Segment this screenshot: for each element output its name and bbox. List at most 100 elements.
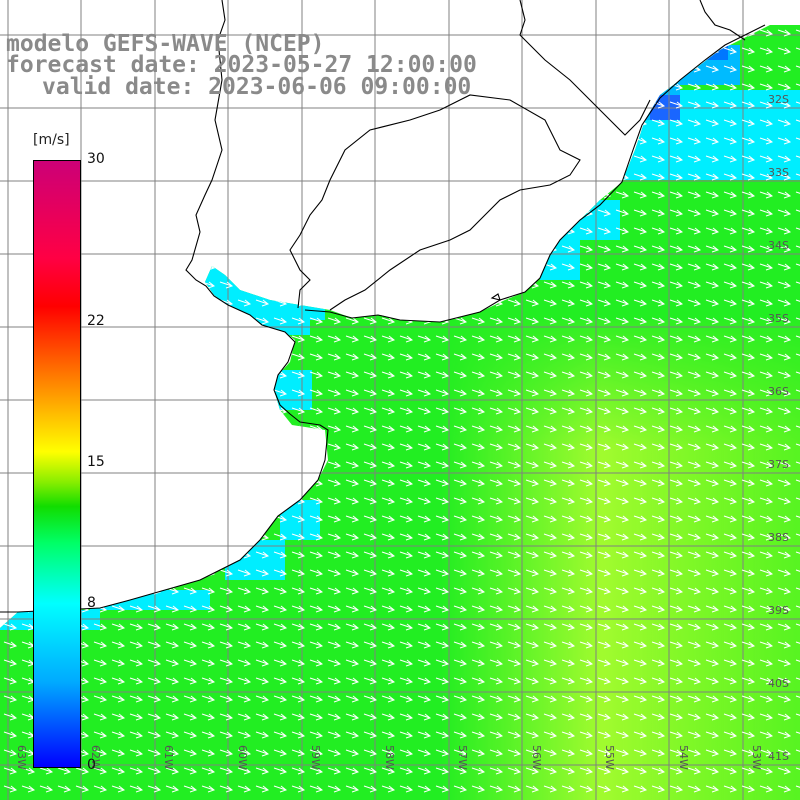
wind-arrow — [615, 497, 630, 505]
wind-arrow — [579, 641, 594, 649]
wind-arrow — [795, 461, 800, 469]
wind-arrow — [111, 785, 126, 793]
wind-arrow — [453, 569, 468, 577]
wind-arrow — [309, 551, 324, 559]
wind-arrow — [687, 407, 702, 415]
wind-arrow — [579, 785, 594, 793]
wind-arrow — [255, 767, 270, 775]
wind-arrow — [615, 551, 630, 559]
wind-arrow — [615, 227, 630, 235]
wind-arrow — [597, 353, 612, 361]
wind-arrow — [723, 605, 738, 613]
wind-arrow — [165, 641, 180, 649]
wind-arrow — [417, 461, 432, 469]
wind-arrow — [471, 353, 486, 361]
wind-arrow — [219, 731, 234, 739]
wind-arrow — [489, 569, 504, 577]
wind-arrow — [579, 371, 594, 379]
wind-arrow — [723, 191, 738, 199]
wind-arrow — [795, 659, 800, 667]
wind-arrow — [417, 623, 432, 631]
wind-arrow — [165, 749, 180, 757]
wind-arrow — [237, 767, 252, 775]
wind-arrow — [777, 695, 792, 703]
wind-arrow — [759, 47, 774, 55]
wind-arrow — [435, 335, 450, 343]
wind-arrow — [723, 65, 738, 73]
wind-arrow — [741, 587, 756, 595]
wind-arrow — [759, 569, 774, 577]
wind-arrow — [273, 317, 288, 325]
wind-arrow — [543, 641, 558, 649]
wind-arrow — [777, 281, 792, 289]
wind-arrow — [759, 299, 774, 307]
wind-arrow — [489, 713, 504, 721]
wind-arrow — [291, 767, 306, 775]
wind-arrow — [561, 335, 576, 343]
wind-arrow — [795, 479, 800, 487]
wind-arrow — [561, 479, 576, 487]
wind-arrow — [795, 65, 800, 73]
wind-arrow — [561, 569, 576, 577]
wind-arrow — [417, 641, 432, 649]
wind-arrow — [291, 515, 306, 523]
wind-arrow — [273, 713, 288, 721]
wind-arrow — [705, 497, 720, 505]
wind-arrow — [363, 767, 378, 775]
wind-arrow — [687, 641, 702, 649]
wind-arrow — [633, 695, 648, 703]
wind-arrow — [795, 29, 800, 37]
wind-arrow — [3, 749, 18, 757]
wind-arrow — [651, 515, 666, 523]
wind-arrow — [39, 785, 54, 793]
wind-arrow — [471, 425, 486, 433]
wind-arrow — [327, 479, 342, 487]
wind-arrow — [129, 695, 144, 703]
wind-arrow — [579, 443, 594, 451]
wind-arrow — [615, 443, 630, 451]
wind-arrow — [489, 515, 504, 523]
wind-arrow — [183, 767, 198, 775]
wind-arrow — [615, 407, 630, 415]
wind-arrow — [435, 749, 450, 757]
wind-arrow — [363, 335, 378, 343]
wind-arrow — [651, 353, 666, 361]
wind-arrow — [597, 569, 612, 577]
wind-arrow — [219, 695, 234, 703]
wind-arrow — [669, 335, 684, 343]
wind-arrow — [381, 749, 396, 757]
wind-arrow — [633, 407, 648, 415]
wind-arrow — [651, 389, 666, 397]
wind-arrow — [525, 515, 540, 523]
wind-arrow — [183, 659, 198, 667]
wind-arrow — [795, 281, 800, 289]
wind-arrow — [381, 569, 396, 577]
wind-arrow — [201, 749, 216, 757]
wind-arrow — [669, 371, 684, 379]
wind-arrow — [507, 767, 522, 775]
wind-arrow — [345, 785, 360, 793]
wind-arrow — [471, 587, 486, 595]
wind-arrow — [363, 641, 378, 649]
wind-arrow — [471, 713, 486, 721]
wind-arrow — [669, 281, 684, 289]
wind-arrow — [651, 371, 666, 379]
wind-arrow — [273, 587, 288, 595]
wind-arrow — [3, 641, 18, 649]
wind-arrow — [525, 749, 540, 757]
wind-arrow — [615, 335, 630, 343]
wind-arrow — [579, 695, 594, 703]
wind-arrow — [471, 785, 486, 793]
wind-arrow — [651, 605, 666, 613]
wind-arrow — [687, 101, 702, 109]
wind-arrow — [363, 623, 378, 631]
wind-arrow — [93, 731, 108, 739]
wind-arrow — [705, 623, 720, 631]
wind-arrow — [795, 767, 800, 775]
wind-arrow — [597, 281, 612, 289]
wind-arrow — [363, 317, 378, 325]
wind-arrow — [705, 155, 720, 163]
wind-arrow — [363, 731, 378, 739]
wind-arrow — [579, 749, 594, 757]
